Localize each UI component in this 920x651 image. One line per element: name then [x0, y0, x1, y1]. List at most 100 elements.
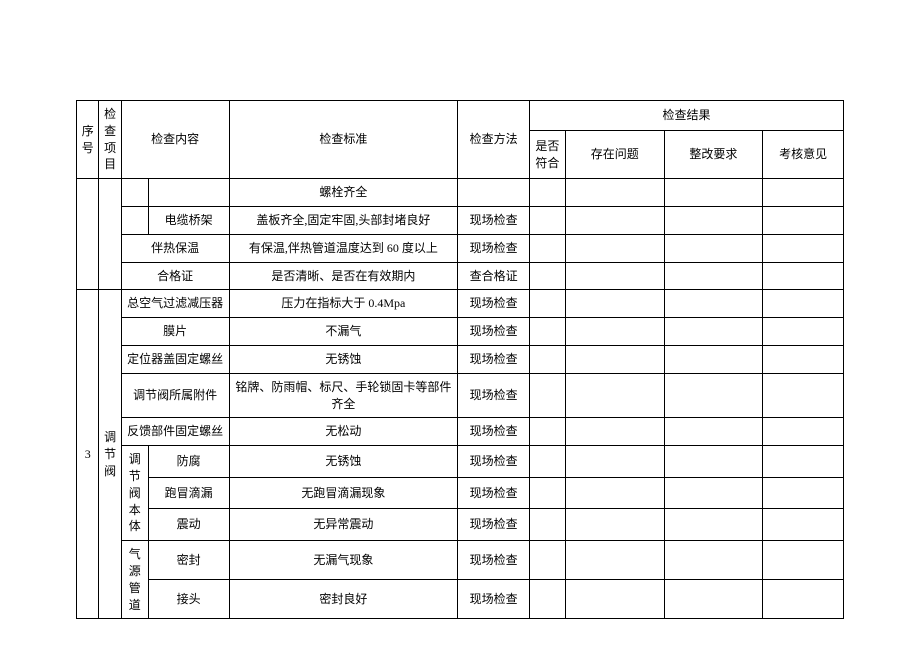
- hdr-seq: 序号: [77, 101, 99, 179]
- cell-fit: [529, 345, 565, 373]
- cell-eval: [763, 345, 844, 373]
- cell-rect: [664, 179, 763, 207]
- cell-std: 是否清晰、是否在有效期内: [229, 262, 458, 290]
- cell-group-label: 气源管道: [121, 541, 148, 619]
- table-row: 定位器盖固定螺丝 无锈蚀 现场检查: [77, 345, 844, 373]
- cell-std: 无松动: [229, 418, 458, 446]
- inspection-table: 序号 检查项目 检查内容 检查标准 检查方法 检查结果 是否符合 存在问题 整改…: [76, 100, 844, 619]
- cell-prob: [565, 345, 664, 373]
- cell-prob: [565, 318, 664, 346]
- table-row: 膜片 不漏气 现场检查: [77, 318, 844, 346]
- cell-prob: [565, 373, 664, 418]
- cell-meth: 现场检查: [458, 290, 530, 318]
- cell-meth: 查合格证: [458, 262, 530, 290]
- cell-fit: [529, 262, 565, 290]
- cell-rect: [664, 345, 763, 373]
- cell-meth: 现场检查: [458, 234, 530, 262]
- cell-content: 伴热保温: [121, 234, 229, 262]
- cell-rect: [664, 446, 763, 478]
- cell-eval: [763, 477, 844, 509]
- cell-std: 无锈蚀: [229, 345, 458, 373]
- table-row: 调节阀所属附件 铭牌、防雨帽、标尺、手轮锁固卡等部件齐全 现场检查: [77, 373, 844, 418]
- cell-content: 震动: [148, 509, 229, 541]
- cell-prob: [565, 477, 664, 509]
- cell-std: 不漏气: [229, 318, 458, 346]
- cell-eval: [763, 290, 844, 318]
- cell-eval: [763, 318, 844, 346]
- cell-rect: [664, 206, 763, 234]
- cell-fit: [529, 580, 565, 619]
- cell-prob: [565, 446, 664, 478]
- cell-fit: [529, 373, 565, 418]
- cell-std: 无锈蚀: [229, 446, 458, 478]
- cell-std: 有保温,伴热管道温度达到 60 度以上: [229, 234, 458, 262]
- cell-rect: [664, 234, 763, 262]
- cell-fit: [529, 290, 565, 318]
- cell-meth: 现场检查: [458, 477, 530, 509]
- cell-content: 跑冒滴漏: [148, 477, 229, 509]
- cell-rect: [664, 373, 763, 418]
- hdr-method: 检查方法: [458, 101, 530, 179]
- table-row: 反馈部件固定螺丝 无松动 现场检查: [77, 418, 844, 446]
- cell-prob: [565, 509, 664, 541]
- cell-sub2-empty: [148, 179, 229, 207]
- hdr-fit: 是否符合: [529, 131, 565, 179]
- cell-prob: [565, 290, 664, 318]
- cell-fit: [529, 418, 565, 446]
- table-row: 螺栓齐全: [77, 179, 844, 207]
- cell-fit: [529, 477, 565, 509]
- table-row: 接头 密封良好 现场检查: [77, 580, 844, 619]
- cell-rect: [664, 418, 763, 446]
- cell-std: 螺栓齐全: [229, 179, 458, 207]
- cell-meth: 现场检查: [458, 418, 530, 446]
- cell-fit: [529, 509, 565, 541]
- hdr-evaluate: 考核意见: [763, 131, 844, 179]
- cell-std: 无漏气现象: [229, 541, 458, 580]
- cell-meth: 现场检查: [458, 446, 530, 478]
- cell-prob: [565, 262, 664, 290]
- cell-prob: [565, 179, 664, 207]
- cell-rect: [664, 477, 763, 509]
- cell-rect: [664, 541, 763, 580]
- cell-eval: [763, 179, 844, 207]
- cell-eval: [763, 509, 844, 541]
- cell-eval: [763, 373, 844, 418]
- cell-seq: 3: [77, 290, 99, 619]
- hdr-standard: 检查标准: [229, 101, 458, 179]
- cell-eval: [763, 580, 844, 619]
- cell-meth: 现场检查: [458, 509, 530, 541]
- cell-rect: [664, 262, 763, 290]
- cell-std: 压力在指标大于 0.4Mpa: [229, 290, 458, 318]
- cell-std: 铭牌、防雨帽、标尺、手轮锁固卡等部件齐全: [229, 373, 458, 418]
- cell-content: 定位器盖固定螺丝: [121, 345, 229, 373]
- cell-sub1-empty: [121, 179, 148, 207]
- cell-rect: [664, 509, 763, 541]
- cell-meth: 现场检查: [458, 541, 530, 580]
- cell-eval: [763, 206, 844, 234]
- cell-meth: 现场检查: [458, 373, 530, 418]
- table-row: 电缆桥架 盖板齐全,固定牢固,头部封堵良好 现场检查: [77, 206, 844, 234]
- table-row: 伴热保温 有保温,伴热管道温度达到 60 度以上 现场检查: [77, 234, 844, 262]
- cell-eval: [763, 418, 844, 446]
- table-row: 气源管道 密封 无漏气现象 现场检查: [77, 541, 844, 580]
- hdr-result-group: 检查结果: [529, 101, 843, 131]
- cell-meth: 现场检查: [458, 580, 530, 619]
- hdr-rectify: 整改要求: [664, 131, 763, 179]
- cell-item: 调节阀: [99, 290, 121, 619]
- cell-prob: [565, 206, 664, 234]
- cell-fit: [529, 541, 565, 580]
- cell-content: 总空气过滤减压器: [121, 290, 229, 318]
- cell-content: 合格证: [121, 262, 229, 290]
- cell-fit: [529, 179, 565, 207]
- cell-std: 盖板齐全,固定牢固,头部封堵良好: [229, 206, 458, 234]
- cell-content: 防腐: [148, 446, 229, 478]
- cell-group-label: 调节阀本体: [121, 446, 148, 541]
- hdr-item: 检查项目: [99, 101, 121, 179]
- hdr-problem: 存在问题: [565, 131, 664, 179]
- cell-content: 接头: [148, 580, 229, 619]
- hdr-content: 检查内容: [121, 101, 229, 179]
- table-row: 跑冒滴漏 无跑冒滴漏现象 现场检查: [77, 477, 844, 509]
- cell-eval: [763, 234, 844, 262]
- cell-prob: [565, 234, 664, 262]
- cell-fit: [529, 234, 565, 262]
